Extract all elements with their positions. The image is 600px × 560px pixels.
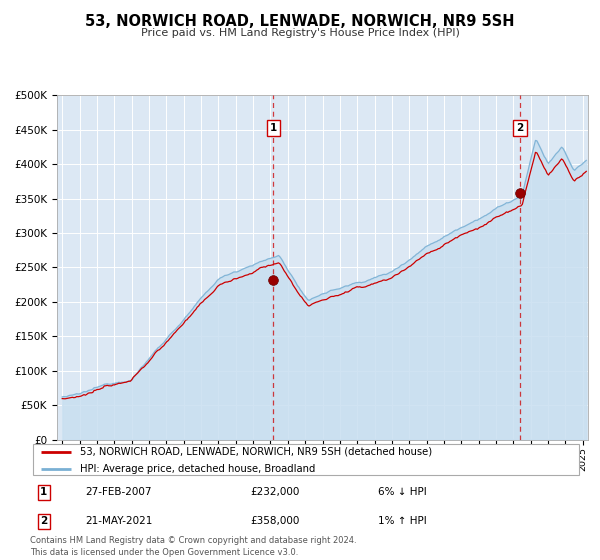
Text: 27-FEB-2007: 27-FEB-2007 <box>85 487 152 497</box>
Text: 1: 1 <box>40 487 47 497</box>
Text: 6% ↓ HPI: 6% ↓ HPI <box>378 487 427 497</box>
Text: 53, NORWICH ROAD, LENWADE, NORWICH, NR9 5SH: 53, NORWICH ROAD, LENWADE, NORWICH, NR9 … <box>85 14 515 29</box>
Text: 21-MAY-2021: 21-MAY-2021 <box>85 516 152 526</box>
FancyBboxPatch shape <box>33 444 579 475</box>
Text: 1% ↑ HPI: 1% ↑ HPI <box>378 516 427 526</box>
Text: Contains HM Land Registry data © Crown copyright and database right 2024.: Contains HM Land Registry data © Crown c… <box>30 536 356 545</box>
Text: £232,000: £232,000 <box>251 487 300 497</box>
Text: £358,000: £358,000 <box>251 516 300 526</box>
Text: 1: 1 <box>269 123 277 133</box>
Text: Price paid vs. HM Land Registry's House Price Index (HPI): Price paid vs. HM Land Registry's House … <box>140 28 460 38</box>
Text: 2: 2 <box>40 516 47 526</box>
Text: HPI: Average price, detached house, Broadland: HPI: Average price, detached house, Broa… <box>80 464 315 474</box>
Text: This data is licensed under the Open Government Licence v3.0.: This data is licensed under the Open Gov… <box>30 548 298 557</box>
Text: 2: 2 <box>517 123 524 133</box>
Text: 53, NORWICH ROAD, LENWADE, NORWICH, NR9 5SH (detached house): 53, NORWICH ROAD, LENWADE, NORWICH, NR9 … <box>80 447 432 457</box>
